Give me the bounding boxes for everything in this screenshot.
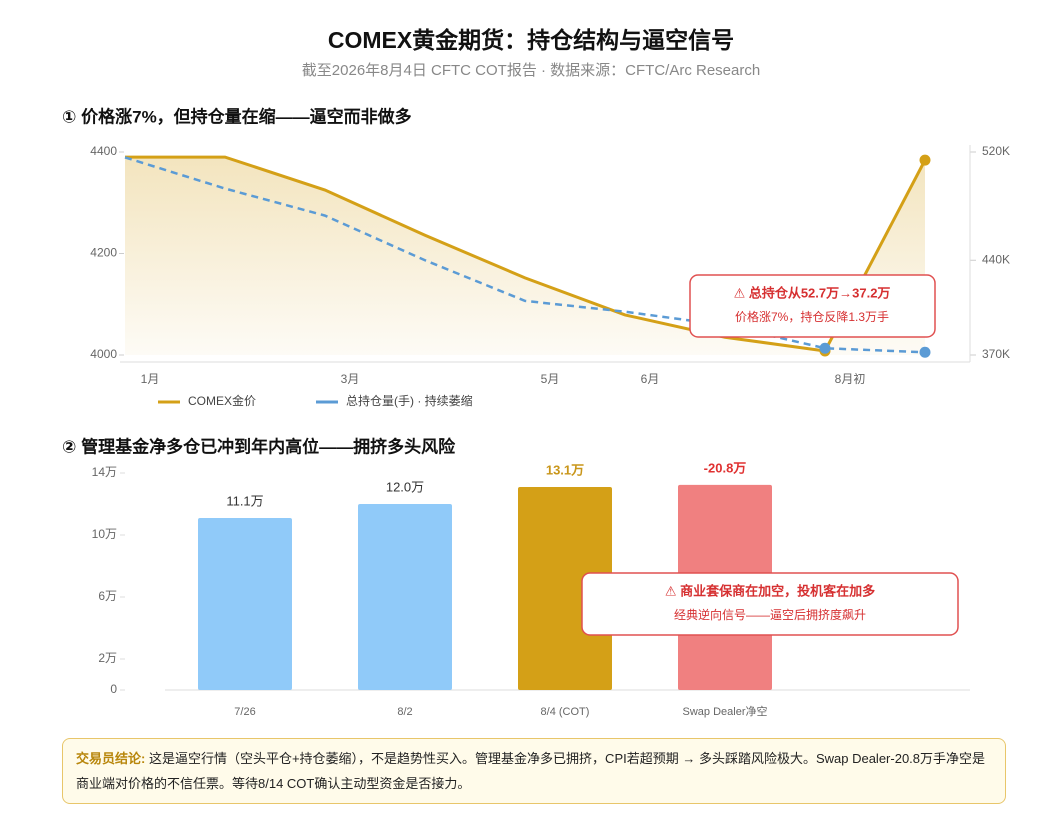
y2-tick-label: 520K [982, 144, 1010, 158]
x-tick-label: 7/26 [234, 706, 255, 718]
conclusion-text: 这是逼空行情（空头平仓+持仓萎缩），不是趋势性买入。管理基金净多已拥挤，CPI若… [76, 751, 986, 791]
value-label: 13.1万 [546, 462, 584, 477]
x-tick-label: 1月 [141, 372, 160, 386]
bar [198, 517, 292, 690]
y2-tick-label: 440K [982, 252, 1010, 266]
x-tick-label: 8/2 [397, 706, 412, 718]
y-tick-label: 14万 [92, 465, 117, 479]
point [819, 342, 831, 354]
area-fill [125, 157, 925, 355]
point [919, 346, 931, 358]
y-tick-label: 2万 [98, 651, 117, 665]
y-tick-label: 0 [110, 682, 117, 696]
conclusion-label: 交易员结论: [76, 751, 146, 766]
x-tick-label: 5月 [541, 372, 560, 386]
legend-label: 总持仓量(手) · 持续萎缩 [346, 393, 473, 408]
annotation-title: ⚠ 商业套保商在加空，投机客在加多 [665, 583, 875, 598]
value-label: 11.1万 [226, 493, 263, 508]
point [919, 154, 931, 166]
x-tick-label: Swap Dealer净空 [683, 704, 768, 718]
value-label: 12.0万 [386, 479, 424, 494]
charts: COMEX黄金期货：持仓结构与逼空信号 截至2026年8月4日 CFTC COT… [62, 27, 1010, 718]
x-tick-label: 3月 [341, 372, 360, 386]
annotation-text: 经典逆向信号——逼空后拥挤度飙升 [674, 607, 866, 622]
series-line [125, 155, 927, 353]
annotation-box [689, 274, 936, 338]
chart-title: ① 价格涨7%，但持仓量在缩——逼空而非做多 [62, 106, 412, 126]
legend-label: COMEX金价 [188, 393, 256, 408]
y2-tick-label: 370K [982, 347, 1010, 361]
conclusion: 交易员结论: 这是逼空行情（空头平仓+持仓萎缩），不是趋势性买入。管理基金净多已… [62, 738, 1006, 804]
x-tick-label: 8月初 [835, 372, 866, 386]
y-tick-label: 4400 [90, 144, 117, 158]
annotation-box [581, 572, 959, 636]
title: COMEX黄金期货：持仓结构与逼空信号 [328, 27, 734, 53]
annotation-title: ⚠ 总持仓从52.7万→37.2万 [734, 285, 891, 300]
annotation-text: 价格涨7%，持仓反降1.3万手 [735, 309, 889, 324]
x-tick-label: 8/4 (COT) [541, 706, 590, 718]
series-line [124, 156, 926, 354]
y-tick-label: 4000 [90, 347, 117, 361]
x-tick-label: 6月 [641, 372, 660, 386]
subtitle: 截至2026年8月4日 CFTC COT报告 · 数据来源：CFTC/Arc R… [302, 62, 760, 79]
value-label: -20.8万 [704, 460, 747, 475]
y-tick-label: 6万 [98, 589, 117, 603]
bar [358, 504, 452, 690]
chart-title: ② 管理基金净多仓已冲到年内高位——拥挤多头风险 [62, 436, 456, 456]
bar [518, 486, 612, 690]
y-tick-label: 4200 [90, 246, 117, 260]
y-tick-label: 10万 [92, 527, 117, 541]
